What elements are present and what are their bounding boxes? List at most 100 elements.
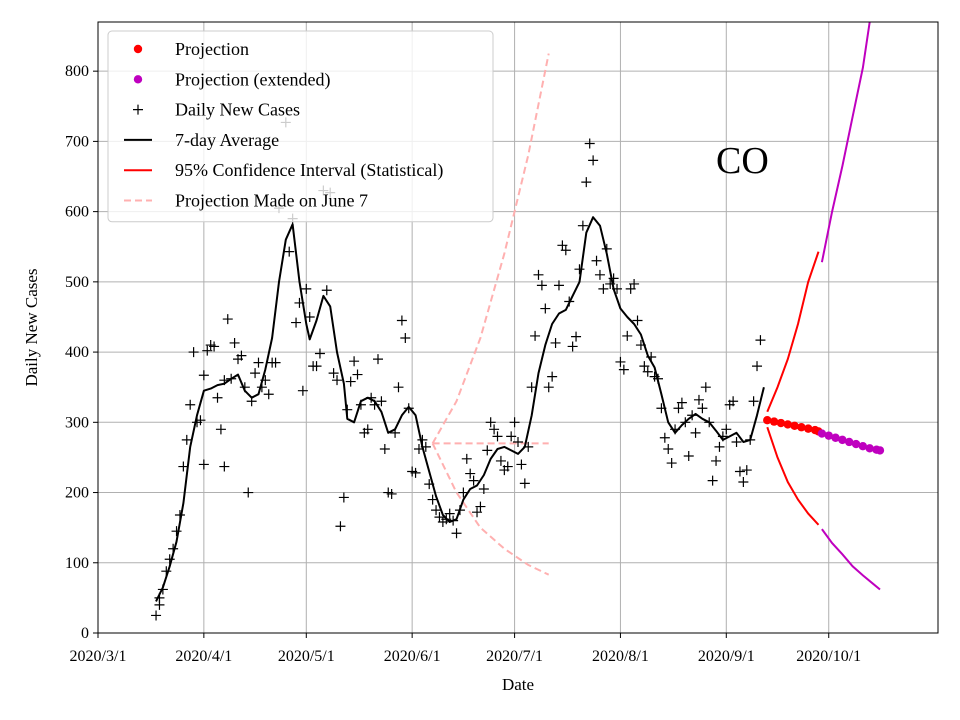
x-tick-label: 2020/4/1 — [175, 648, 232, 665]
daily-case-point — [355, 399, 366, 410]
daily-case-point — [461, 453, 472, 464]
x-tick-label: 2020/8/1 — [592, 648, 649, 665]
daily-case-point — [523, 441, 534, 452]
daily-case-point — [168, 543, 179, 554]
daily-case-point — [536, 280, 547, 291]
june7-projection-upper-line — [431, 53, 550, 444]
daily-case-point — [734, 466, 745, 477]
daily-case-point — [373, 354, 383, 365]
daily-case-point — [311, 361, 322, 372]
daily-case-point — [420, 441, 431, 452]
daily-case-point — [526, 382, 537, 393]
daily-case-point — [752, 361, 763, 372]
daily-case-point — [256, 382, 267, 393]
daily-case-point — [321, 285, 332, 296]
daily-case-point — [198, 370, 209, 381]
daily-case-point — [185, 399, 196, 410]
daily-case-point — [239, 382, 250, 393]
daily-case-point — [560, 245, 571, 256]
daily-case-point — [332, 375, 343, 386]
daily-case-point — [683, 451, 694, 462]
daily-case-point — [635, 340, 646, 351]
daily-case-point — [704, 417, 715, 428]
daily-case-point — [738, 477, 749, 488]
daily-case-point — [304, 311, 315, 322]
daily-case-point — [564, 296, 575, 307]
daily-case-point — [485, 417, 496, 428]
legend-marker-daily — [133, 104, 143, 115]
daily-case-point — [533, 269, 544, 280]
ci-upper-line — [766, 251, 820, 413]
projection-point — [790, 421, 799, 431]
daily-case-point — [202, 345, 213, 356]
daily-case-point — [618, 364, 629, 375]
projection-point — [763, 416, 772, 425]
daily-case-point — [745, 434, 756, 445]
daily-case-point — [489, 424, 500, 435]
daily-case-point — [676, 397, 687, 408]
daily-case-point — [642, 366, 653, 377]
daily-case-point — [615, 356, 626, 367]
daily-case-point — [502, 461, 513, 472]
x-tick-label: 2020/9/1 — [698, 648, 755, 665]
daily-case-point — [424, 479, 435, 490]
daily-case-point — [509, 417, 520, 428]
daily-case-point — [314, 348, 325, 359]
daily-case-point — [349, 356, 360, 367]
daily-case-point — [226, 373, 237, 384]
daily-case-point — [157, 584, 168, 595]
projection-point — [783, 420, 792, 429]
daily-case-point — [598, 283, 609, 294]
y-axis: 0 100 200 300 400 500 600 700 800 — [65, 63, 98, 642]
daily-case-point — [543, 382, 554, 393]
legend-label-projection: Projection — [175, 39, 249, 59]
daily-case-point — [284, 246, 295, 257]
legend-label-average: 7-day Average — [175, 130, 279, 150]
daily-case-point — [612, 283, 623, 294]
daily-case-point — [410, 467, 421, 478]
legend-label-daily: Daily New Cases — [175, 100, 300, 120]
daily-case-point — [181, 434, 192, 445]
daily-case-point — [492, 431, 503, 442]
y-tick-label: 0 — [81, 625, 89, 642]
daily-case-point — [342, 404, 353, 415]
legend-label-ci: 95% Confidence Interval (Statistical) — [175, 160, 443, 181]
daily-case-point — [728, 396, 739, 407]
daily-case-point — [376, 396, 387, 407]
daily-case-point — [444, 508, 455, 519]
daily-case-point — [495, 455, 506, 466]
ci-upper-extended-line — [820, 22, 871, 263]
daily-case-point — [666, 458, 677, 469]
daily-case-point — [386, 488, 397, 499]
daily-case-point — [390, 427, 401, 438]
daily-case-point — [700, 382, 711, 393]
projection-extended-point — [851, 439, 861, 449]
daily-case-point — [219, 461, 230, 472]
daily-case-point — [396, 315, 407, 326]
daily-case-point — [369, 399, 380, 410]
daily-case-point — [482, 445, 493, 456]
daily-case-point — [413, 443, 424, 454]
x-tick-label: 2020/7/1 — [486, 648, 543, 665]
daily-case-point — [448, 515, 459, 526]
daily-case-point — [516, 459, 527, 470]
daily-case-point — [468, 475, 479, 486]
projection-extended-point — [875, 446, 885, 455]
daily-case-point — [540, 303, 551, 314]
legend: Projection Projection (extended) Daily New… — [107, 30, 494, 223]
plot-clip-group — [151, 22, 885, 621]
daily-case-point — [454, 505, 465, 516]
daily-case-point — [335, 521, 346, 532]
daily-case-point — [553, 280, 564, 291]
x-tick-label: 2020/5/1 — [278, 648, 335, 665]
daily-case-point — [574, 264, 585, 275]
daily-case-point — [591, 255, 602, 266]
x-axis-label: Date — [502, 675, 534, 694]
daily-case-point — [588, 155, 599, 166]
daily-case-point — [513, 436, 523, 447]
daily-case-point — [577, 220, 588, 231]
daily-case-point — [717, 431, 728, 442]
daily-case-point — [338, 492, 349, 503]
daily-case-point — [260, 375, 271, 386]
